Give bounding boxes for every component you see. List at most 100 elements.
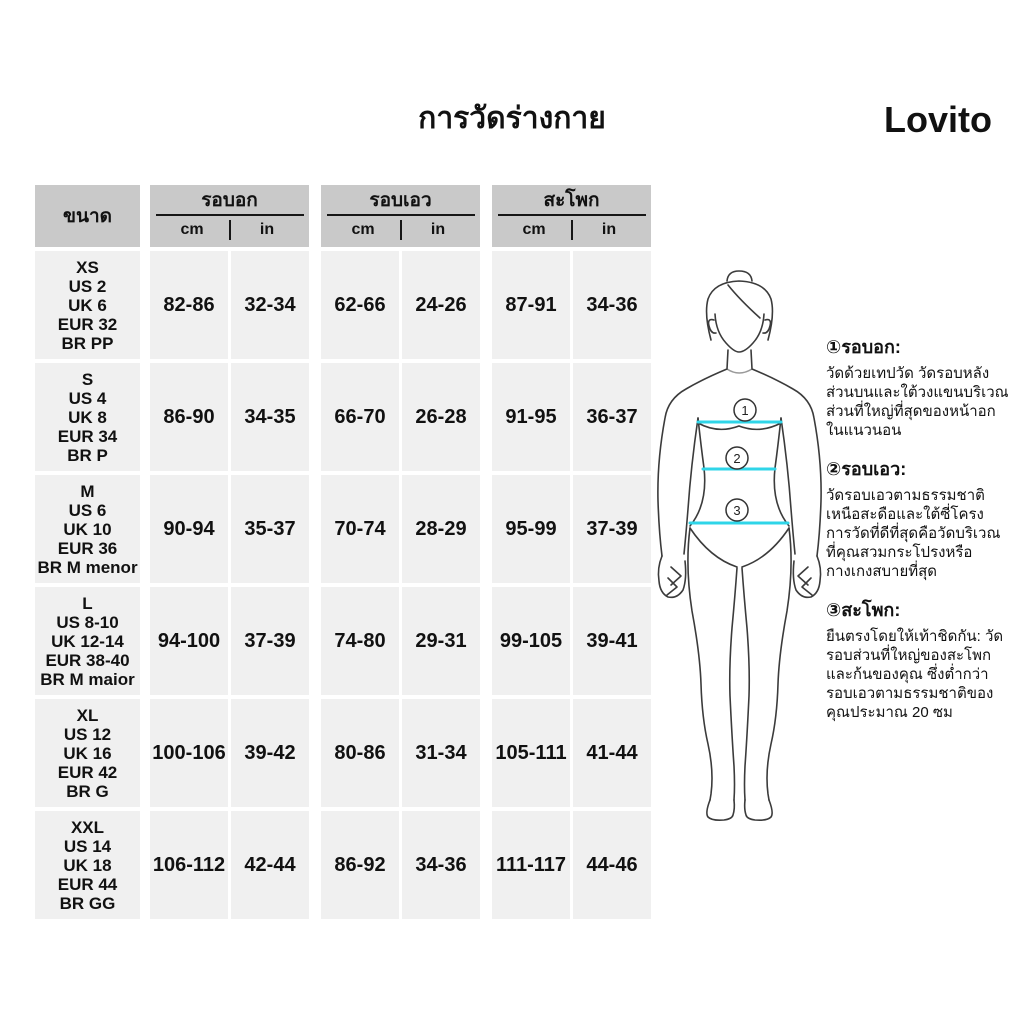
left-torso-side: [689, 417, 706, 527]
units-row: cm in: [327, 216, 475, 244]
group-header: สะโพก cm in: [492, 185, 651, 247]
right-hand-fingers: [797, 566, 813, 596]
size-cell-text: L US 8-10 UK 12-14 EUR 38-40 BR M maior: [40, 593, 135, 689]
measurement-value-cell: 80-86: [321, 699, 399, 807]
right-leg-outer: [766, 527, 792, 801]
table-row: XS US 2 UK 6 EUR 32 BR PP 82-86 32-34 62-66…: [35, 251, 651, 359]
left-foot: [706, 799, 736, 821]
measurement-value-cell: 34-36: [573, 251, 651, 359]
table-row: L US 8-10 UK 12-14 EUR 38-40 BR M maior 9…: [35, 587, 651, 695]
measurement-value-cell: 31-34: [402, 699, 480, 807]
neck: [726, 349, 753, 370]
group-header: รอบเอว cm in: [321, 185, 480, 247]
measurement-value-cell: 82-86: [150, 251, 228, 359]
size-cell-text: S US 4 UK 8 EUR 34 BR P: [57, 369, 118, 465]
measurement-value-cell: 105-111: [492, 699, 570, 807]
unit-divider: [399, 220, 402, 240]
size-table: ขนาด รอบอก cm in รอบเอว cm in สะโพก cm in XS US 2 …: [35, 185, 651, 923]
right-arm-outer: [751, 368, 822, 557]
unit-in-label: in: [259, 221, 275, 238]
measurement-value-cell: 70-74: [321, 475, 399, 583]
measurement-value-cell: 66-70: [321, 363, 399, 471]
measurement-value-cell: 86-90: [150, 363, 228, 471]
marker-2-label: 2: [733, 451, 740, 466]
marker-2-circle: [725, 446, 749, 470]
size-cell: XXL US 14 UK 18 EUR 44 BR GG: [35, 811, 140, 919]
size-cell-text: XL US 12 UK 16 EUR 42 BR G: [57, 705, 118, 801]
measurement-value-cell: 29-31: [402, 587, 480, 695]
table-row: XL US 12 UK 16 EUR 42 BR G 100-106 39-42 80…: [35, 699, 651, 807]
marker-3-circle: [725, 498, 749, 522]
marker-1-circle: [733, 398, 757, 422]
size-cell-text: XS US 2 UK 6 EUR 32 BR PP: [57, 257, 118, 353]
right-leg-inner: [741, 567, 751, 801]
unit-cm-label: cm: [180, 221, 204, 238]
note-heading: ③สะโพก:: [826, 600, 901, 620]
size-cell: M US 6 UK 10 EUR 36 BR M menor: [35, 475, 140, 583]
collar-line: [726, 368, 753, 374]
table-row: S US 4 UK 8 EUR 34 BR P 86-90 34-35 66-70 26…: [35, 363, 651, 471]
table-header-row: ขนาด รอบอก cm in รอบเอว cm in สะโพก cm in: [35, 185, 651, 247]
table-row: XXL US 14 UK 18 EUR 44 BR GG 106-112 42-44…: [35, 811, 651, 919]
left-arm-outer: [657, 368, 728, 557]
measurement-value-cell: 91-95: [492, 363, 570, 471]
units-row: cm in: [498, 216, 646, 244]
measurement-value-cell: 106-112: [150, 811, 228, 919]
unit-cm-label: cm: [522, 221, 546, 238]
left-arm-inner: [683, 417, 699, 555]
group-header: รอบอก cm in: [150, 185, 309, 247]
note-heading: ②รอบเอว:: [826, 459, 907, 479]
measurement-note: ①รอบอก: วัดด้วยเทปวัด วัดรอบหลัง ส่วนบนแล…: [826, 336, 1022, 440]
measurement-value-cell: 32-34: [231, 251, 309, 359]
measurement-value-cell: 37-39: [231, 587, 309, 695]
unit-in-label: in: [430, 221, 446, 238]
measurement-value-cell: 95-99: [492, 475, 570, 583]
note-body: วัดรอบเอวตามธรรมชาติ เหนือสะดือและใต้ซี่…: [826, 487, 1001, 580]
left-leg-outer: [687, 527, 713, 801]
measurement-value-cell: 86-92: [321, 811, 399, 919]
right-arm-inner: [780, 417, 796, 555]
measurement-value-cell: 34-36: [402, 811, 480, 919]
measurement-value-cell: 41-44: [573, 699, 651, 807]
right-ear: [762, 318, 772, 334]
brand-logo: Lovito: [884, 99, 992, 140]
unit-cm-label: cm: [351, 221, 375, 238]
size-cell: XL US 12 UK 16 EUR 42 BR G: [35, 699, 140, 807]
right-torso-side: [773, 417, 790, 527]
note-body: ยืนตรงโดยให้เท้าชิดกัน: วัด รอบส่วนที่ให…: [826, 628, 1004, 721]
body-outline-drawing: 1 2 3: [657, 270, 822, 821]
size-cell: XS US 2 UK 6 EUR 32 BR PP: [35, 251, 140, 359]
measurement-value-cell: 26-28: [402, 363, 480, 471]
group-divider-line: [497, 214, 646, 216]
right-hand: [792, 555, 822, 599]
measurement-value-cell: 62-66: [321, 251, 399, 359]
measurement-value-cell: 37-39: [573, 475, 651, 583]
marker-1-label: 1: [741, 403, 748, 418]
units-row: cm in: [156, 216, 304, 244]
page-title: การวัดร่างกาย: [418, 102, 606, 135]
measurement-value-cell: 94-100: [150, 587, 228, 695]
measurement-value-cell: 36-37: [573, 363, 651, 471]
unit-divider: [228, 220, 231, 240]
left-hand-fingers: [666, 566, 682, 596]
group-label: รอบเอว: [369, 190, 432, 211]
measurement-value-cell: 28-29: [402, 475, 480, 583]
panty-line: [689, 527, 790, 568]
measurement-value-cell: 42-44: [231, 811, 309, 919]
group-divider-line: [326, 214, 475, 216]
table-row: M US 6 UK 10 EUR 36 BR M menor 90-94 35-37…: [35, 475, 651, 583]
body-measurement-figure: 1 2 3: [648, 266, 830, 838]
measurement-value-cell: 99-105: [492, 587, 570, 695]
bust-curves: [697, 422, 782, 431]
note-body: วัดด้วยเทปวัด วัดรอบหลัง ส่วนบนและใต้วงแ…: [826, 365, 1009, 439]
measurement-value-cell: 111-117: [492, 811, 570, 919]
group-label: สะโพก: [543, 190, 600, 211]
left-hand: [657, 555, 687, 599]
measurement-value-cell: 74-80: [321, 587, 399, 695]
measurement-value-cell: 39-42: [231, 699, 309, 807]
marker-3-label: 3: [733, 503, 740, 518]
measurement-value-cell: 39-41: [573, 587, 651, 695]
size-cell-text: M US 6 UK 10 EUR 36 BR M menor: [37, 481, 138, 577]
left-ear: [707, 318, 717, 334]
